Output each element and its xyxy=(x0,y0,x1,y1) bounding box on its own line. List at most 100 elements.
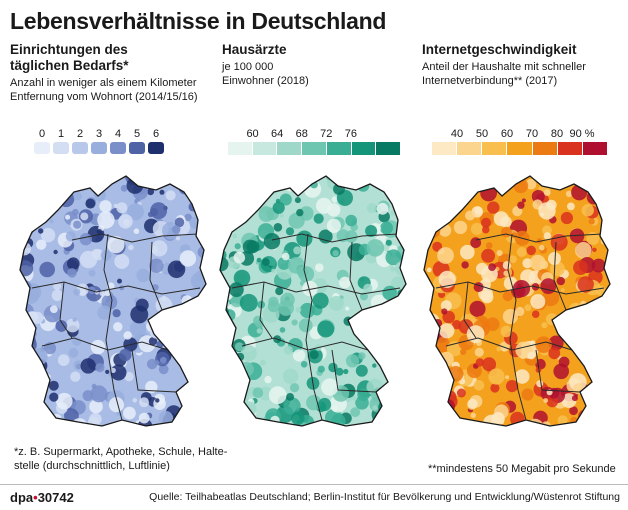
legend-swatch xyxy=(34,142,50,154)
district-patch xyxy=(581,356,592,368)
district-patch xyxy=(127,203,144,221)
district-patch xyxy=(416,306,421,316)
district-patch xyxy=(481,248,496,263)
district-patch xyxy=(539,244,545,251)
district-patch xyxy=(440,367,446,373)
district-patch xyxy=(299,206,314,221)
district-patch xyxy=(184,303,200,319)
district-patch xyxy=(556,276,565,286)
district-patch xyxy=(20,381,23,399)
district-patch xyxy=(41,196,55,210)
district-patch xyxy=(176,346,181,350)
legend-segment xyxy=(557,142,583,155)
district-patch xyxy=(277,257,291,270)
district-patch xyxy=(108,397,124,413)
district-patch xyxy=(541,322,548,329)
district-patch xyxy=(62,170,68,176)
district-patch xyxy=(229,282,244,298)
district-patch xyxy=(20,327,22,341)
district-patch xyxy=(22,234,27,239)
district-patch xyxy=(21,196,26,202)
district-patch xyxy=(380,221,393,235)
district-patch xyxy=(223,392,233,403)
district-patch xyxy=(317,365,325,373)
footer: dpa•30742 Quelle: Teilhabeatlas Deutschl… xyxy=(0,484,628,510)
district-patch xyxy=(166,424,178,426)
district-patch xyxy=(20,398,22,406)
district-patch xyxy=(531,425,541,426)
district-patch xyxy=(516,247,527,257)
district-patch xyxy=(259,176,276,182)
district-patch xyxy=(293,246,302,255)
district-patch xyxy=(179,250,197,267)
district-patch xyxy=(332,250,339,257)
legend-swatch xyxy=(72,142,88,154)
district-patch xyxy=(313,213,324,224)
district-patch xyxy=(201,201,206,209)
district-patch xyxy=(393,306,406,320)
district-patch xyxy=(201,422,206,426)
district-patch xyxy=(204,346,206,354)
panel-subtitle: Anteil der Haushalte mit schneller Inter… xyxy=(422,61,586,87)
district-patch xyxy=(120,184,128,192)
legend-tick-label: 0 xyxy=(38,128,46,140)
district-patch xyxy=(291,319,298,326)
district-patch xyxy=(575,242,592,259)
district-patch xyxy=(470,222,483,235)
district-patch xyxy=(597,329,603,335)
district-patch xyxy=(372,363,377,368)
district-patch xyxy=(138,412,150,424)
district-patch xyxy=(395,176,406,188)
district-patch xyxy=(286,393,294,401)
district-patch xyxy=(47,179,61,193)
district-patch xyxy=(585,418,601,426)
panel-title: Hausärzte xyxy=(222,42,287,57)
district-patch xyxy=(116,176,124,179)
district-patch xyxy=(51,289,64,301)
district-patch xyxy=(424,176,425,185)
district-patch xyxy=(599,194,610,211)
district-patch xyxy=(355,364,368,377)
district-patch xyxy=(20,176,22,178)
district-patch xyxy=(73,220,82,229)
legend-tick-label: 64 xyxy=(271,128,284,140)
district-patch xyxy=(53,249,58,255)
district-patch xyxy=(434,337,451,353)
district-patch xyxy=(240,345,257,362)
district-patch xyxy=(385,249,402,266)
district-patch xyxy=(309,350,319,360)
legend-segment xyxy=(228,142,253,155)
district-patch xyxy=(544,428,553,435)
district-patch xyxy=(391,330,397,335)
district-patch xyxy=(161,295,167,302)
district-patch xyxy=(30,370,42,383)
district-patch xyxy=(326,218,341,233)
district-patch xyxy=(424,425,434,426)
district-patch xyxy=(276,176,284,178)
district-patch xyxy=(12,349,19,359)
district-patch xyxy=(568,176,579,184)
district-patch xyxy=(365,225,378,237)
district-patch xyxy=(390,170,394,174)
district-patch xyxy=(503,270,509,277)
district-patch xyxy=(191,385,197,392)
district-patch xyxy=(72,208,79,216)
panel-subtitle: Anzahl in weniger als einem Kilometer En… xyxy=(10,77,198,103)
district-patch xyxy=(279,327,286,333)
district-patch xyxy=(73,192,82,201)
district-patch xyxy=(509,255,517,264)
district-patch xyxy=(25,215,36,227)
district-patch xyxy=(275,287,284,296)
district-patch xyxy=(220,272,224,284)
district-patch xyxy=(200,369,206,386)
legend-tick-label: 3 xyxy=(95,128,103,140)
district-patch xyxy=(220,361,226,373)
district-patch xyxy=(565,190,573,198)
district-patch xyxy=(496,250,503,256)
district-patch xyxy=(403,257,406,268)
district-patch xyxy=(20,388,33,402)
district-patch xyxy=(58,190,75,208)
district-patch xyxy=(273,223,283,232)
district-patch xyxy=(50,305,58,314)
district-patch xyxy=(605,385,610,401)
